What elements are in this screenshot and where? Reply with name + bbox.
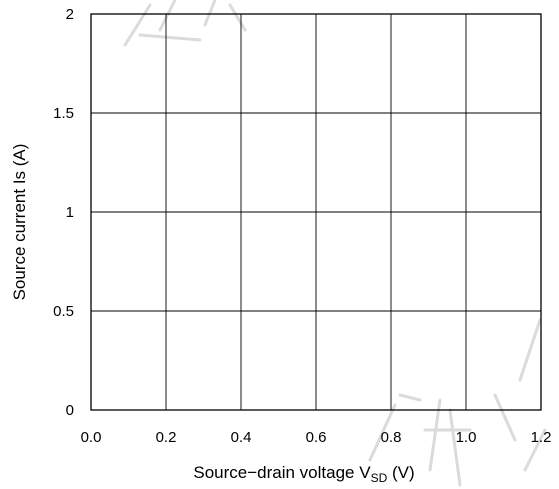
watermark <box>123 0 547 487</box>
grid <box>91 14 541 410</box>
x-tick-label: 1.2 <box>531 429 552 446</box>
x-axis-title: Source−drain voltage VSD (V) <box>193 463 414 485</box>
x-tick-label: 1.0 <box>456 429 477 446</box>
x-tick-label: 0.0 <box>81 429 102 446</box>
x-tick-label: 0.4 <box>231 429 252 446</box>
y-tick-label: 1.5 <box>53 105 74 122</box>
y-tick-label: 0 <box>66 402 74 419</box>
x-tick-label: 0.6 <box>306 429 327 446</box>
plot-area <box>90 13 542 411</box>
x-axis-ticks: 0.0 0.2 0.4 0.6 0.8 1.0 1.2 <box>81 429 552 446</box>
x-tick-label: 0.2 <box>156 429 177 446</box>
x-axis-title-main: Source−drain voltage V <box>193 463 371 482</box>
y-tick-label: 2 <box>66 6 74 23</box>
y-axis-ticks: 0 0.5 1 1.5 2 <box>53 6 74 419</box>
x-tick-label: 0.8 <box>381 429 402 446</box>
x-axis-title-unit: (V) <box>387 463 414 482</box>
y-axis-title: Source current Is (A) <box>10 144 29 301</box>
x-axis-title-subscript: SD <box>371 471 388 485</box>
y-tick-label: 0.5 <box>53 303 74 320</box>
y-tick-label: 1 <box>66 204 74 221</box>
